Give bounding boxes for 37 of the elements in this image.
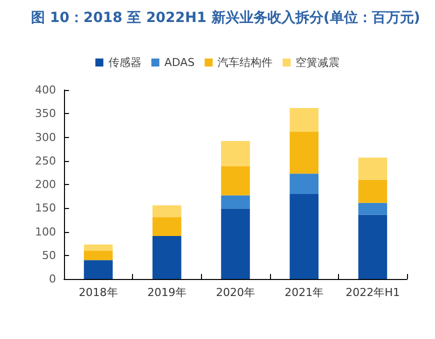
bar	[84, 250, 113, 260]
bar	[152, 205, 182, 218]
bar	[221, 141, 250, 166]
bar	[221, 208, 250, 279]
bar	[84, 244, 113, 251]
bar	[358, 214, 388, 279]
bar	[84, 260, 113, 279]
bar	[290, 174, 319, 194]
y-tick-label: 0	[49, 272, 56, 286]
bar	[290, 108, 319, 132]
y-tick-label: 350	[35, 107, 56, 120]
y-tick-label: 250	[35, 154, 56, 168]
x-tick-label: 2018年	[78, 286, 118, 299]
x-tick-label: 2020年	[216, 286, 255, 299]
x-tick-label: 2022年H1	[346, 286, 400, 299]
bar	[290, 132, 319, 174]
bar	[152, 236, 182, 279]
x-tick-label: 2019年	[147, 286, 186, 299]
legend-label: ADAS	[164, 56, 195, 69]
bar	[221, 195, 250, 209]
bar	[358, 202, 388, 215]
bar	[221, 166, 250, 196]
x-tick-label: 2021年	[284, 286, 324, 299]
y-tick-label: 300	[35, 130, 56, 144]
legend-label: 汽车结构件	[218, 56, 273, 69]
legend-label: 空簧减震	[296, 56, 340, 69]
bar	[290, 194, 319, 279]
bar	[152, 217, 182, 236]
chart-title: 图 10：2018 至 2022H1 新兴业务收入拆分(单位：百万元)	[31, 9, 420, 26]
y-tick-label: 100	[35, 225, 56, 238]
y-tick-label: 200	[35, 178, 56, 191]
y-tick-label: 50	[42, 248, 56, 262]
y-tick-label: 150	[35, 202, 56, 215]
legend-label: 传感器	[108, 56, 142, 69]
y-tick-label: 400	[35, 84, 56, 96]
bar	[358, 180, 388, 203]
bar	[358, 158, 388, 180]
